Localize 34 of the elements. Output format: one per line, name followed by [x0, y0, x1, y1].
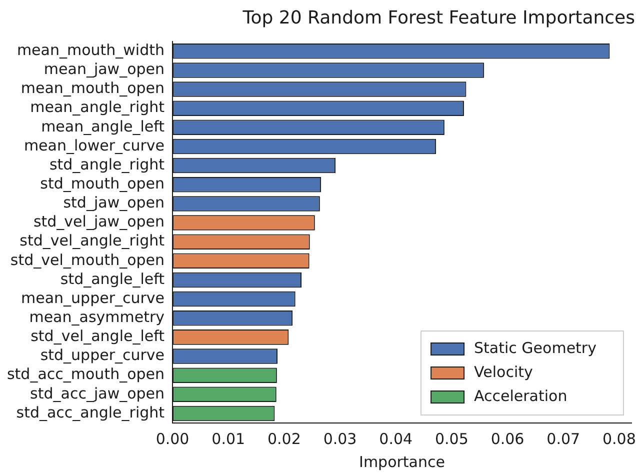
y-tick-label: std_vel_mouth_open [10, 250, 165, 269]
legend-label: Acceleration [474, 386, 568, 405]
y-tick-label: std_acc_jaw_open [30, 384, 165, 402]
x-tick-label: 0.00 [156, 430, 190, 448]
legend-label: Velocity [474, 362, 533, 381]
y-tick-label: std_vel_angle_right [20, 232, 165, 250]
x-tick-label: 0.02 [267, 430, 301, 448]
y-tick-label: std_angle_right [49, 155, 165, 174]
x-tick-label: 0.01 [212, 430, 246, 448]
x-tick-label: 0.06 [490, 430, 524, 448]
y-tick-label: mean_upper_curve [21, 288, 165, 307]
y-tick-label: std_acc_mouth_open [6, 365, 165, 384]
y-tick-label: std_upper_curve [40, 346, 165, 364]
x-tick-label: 0.08 [602, 430, 636, 448]
y-tick-label: mean_mouth_width [16, 41, 165, 60]
y-tick-label: std_mouth_open [40, 174, 165, 193]
x-tick-label: 0.05 [434, 430, 468, 448]
y-tick-label: mean_asymmetry [29, 308, 165, 326]
x-tick-label: 0.04 [379, 430, 413, 448]
y-tick-label: mean_lower_curve [24, 136, 165, 154]
x-axis-title: Importance [359, 452, 445, 471]
chart-title: Top 20 Random Forest Feature Importances [242, 7, 635, 28]
y-tick-label: std_vel_angle_left [30, 327, 165, 346]
y-tick-label: std_jaw_open [63, 194, 165, 212]
y-tick-label: std_angle_left [60, 270, 165, 288]
y-tick-label: std_vel_jaw_open [33, 212, 165, 231]
x-tick-label: 0.03 [323, 430, 357, 448]
y-tick-label: mean_mouth_open [20, 79, 165, 98]
y-tick-label: std_acc_angle_right [16, 403, 165, 422]
legend-label: Static Geometry [474, 338, 597, 357]
x-tick-label: 0.07 [546, 430, 580, 448]
y-tick-label: mean_angle_right [30, 98, 165, 116]
y-tick-label: mean_jaw_open [44, 60, 165, 78]
y-tick-label: mean_angle_left [41, 117, 165, 136]
